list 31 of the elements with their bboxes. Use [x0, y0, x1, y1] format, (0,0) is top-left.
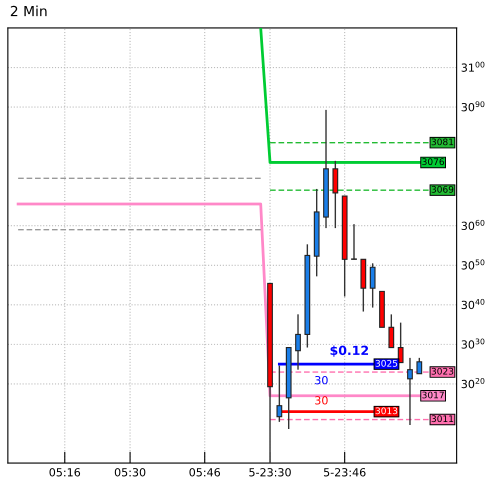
candlestick: [407, 357, 413, 426]
candlestick: [295, 314, 301, 370]
y-tick-label: 30$^{20}$: [462, 378, 484, 388]
data-label: 3076: [422, 158, 444, 166]
candlestick: [351, 223, 357, 260]
x-tick-label: 05:46: [189, 468, 220, 476]
x-tick-label: 05:30: [114, 468, 146, 476]
y-tick-label: 30$^{40}$: [462, 298, 484, 310]
data-label: 3011: [432, 415, 454, 422]
y-tick-label: 30$^{90}$: [462, 101, 484, 112]
candlestick: [276, 365, 282, 423]
candlestick: [416, 357, 422, 374]
y-tick-label: 30$^{30}$: [462, 338, 484, 349]
y-tick-label: 30$^{60}$: [462, 220, 484, 230]
annotation: 30: [315, 376, 328, 384]
y-tick-label: 30$^{50}$: [462, 259, 484, 270]
x-tick-label: 05:16: [49, 468, 80, 476]
data-label: 3081: [432, 138, 454, 146]
annotation: 30: [315, 396, 328, 405]
annotation: $0.12: [330, 345, 368, 357]
x-tick-label: 5-23:46: [324, 468, 366, 476]
x-tick-label: 5-23:30: [249, 468, 291, 476]
data-label: 3025: [376, 360, 398, 367]
candlestick: [388, 314, 394, 348]
chart-title: 2 Min: [10, 6, 47, 16]
data-label: 3069: [432, 186, 454, 193]
data-label: 3013: [376, 407, 398, 414]
candlestick: [370, 262, 376, 308]
y-tick-label: 31$^{00}$: [462, 62, 484, 72]
data-label: 3023: [432, 368, 454, 375]
data-label: 3017: [422, 392, 444, 398]
